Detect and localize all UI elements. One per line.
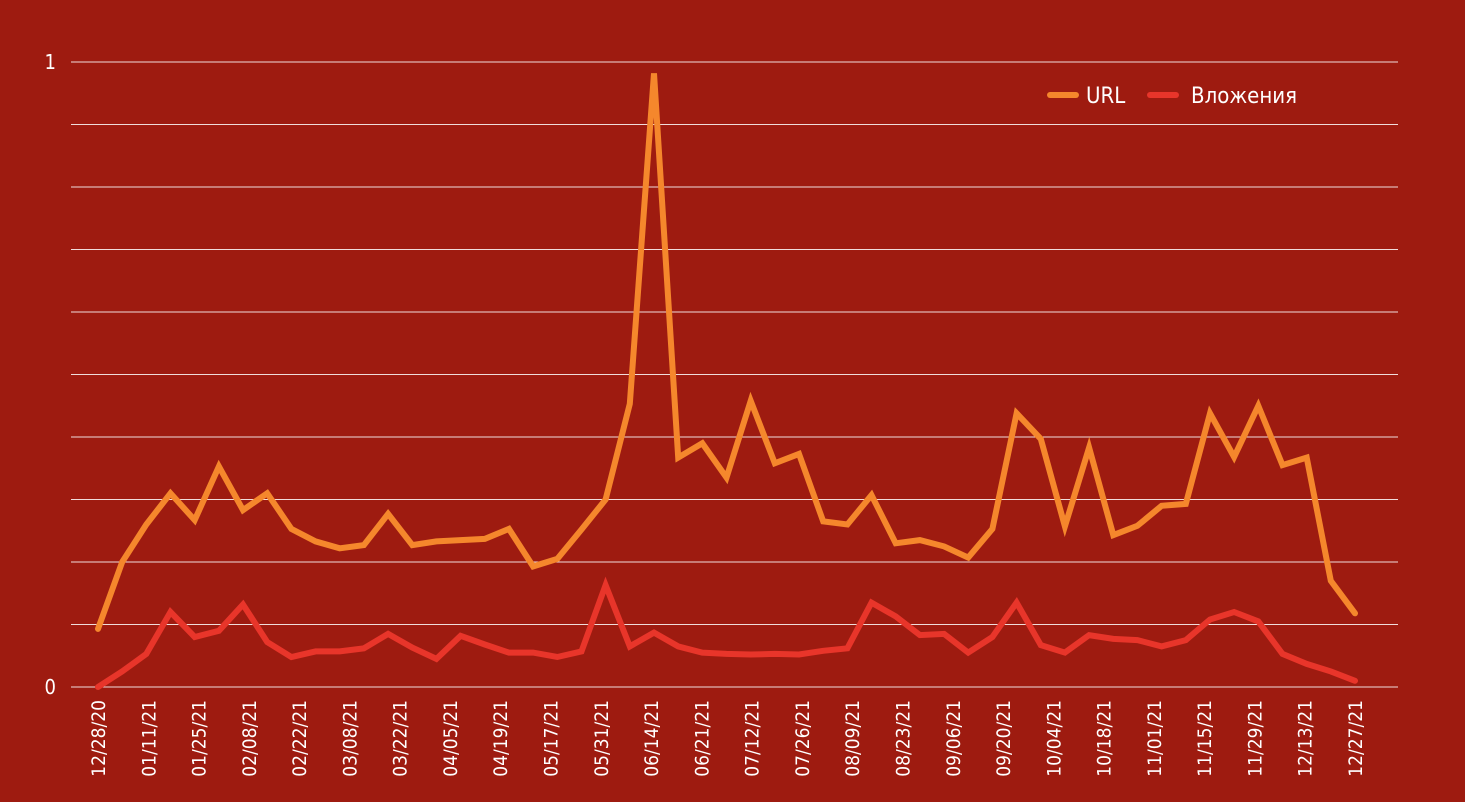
x-tick-label: 05/31/21 (591, 700, 613, 777)
x-tick-label: 11/15/21 (1194, 700, 1216, 777)
x-tick-label: 08/09/21 (842, 700, 864, 777)
x-tick-label: 04/05/21 (440, 700, 462, 777)
x-tick-label: 05/17/21 (541, 700, 563, 777)
x-tick-label: 07/26/21 (792, 700, 814, 777)
x-tick-label: 01/11/21 (138, 700, 160, 777)
x-tick-label: 06/21/21 (691, 700, 713, 777)
x-tick-label: 12/27/21 (1345, 700, 1367, 777)
x-tick-label: 12/13/21 (1295, 700, 1317, 777)
series-layer (95, 73, 1358, 690)
x-tick-label: 10/04/21 (1043, 700, 1065, 777)
x-tick-label: 11/29/21 (1244, 700, 1266, 777)
x-tick-label: 02/22/21 (289, 700, 311, 777)
x-tick-label: 03/08/21 (339, 700, 361, 777)
x-tick-label: 09/20/21 (993, 700, 1015, 777)
x-tick-label: 08/23/21 (892, 700, 914, 777)
x-tick-label: 10/18/21 (1094, 700, 1116, 777)
x-tick-label: 03/22/21 (390, 700, 412, 777)
x-tick-label: 11/01/21 (1144, 700, 1166, 777)
legend: URL Вложения (1047, 84, 1297, 109)
x-tick-label: 02/08/21 (239, 700, 261, 777)
legend-label: URL (1086, 84, 1125, 109)
x-tick-label: 09/06/21 (943, 700, 965, 777)
x-tick-label: 06/14/21 (641, 700, 663, 777)
series-line-url (95, 73, 1358, 632)
x-axis: 12/28/20 01/11/21 01/25/21 02/08/21 02/22/21… (88, 700, 1367, 777)
x-tick-label: 01/25/21 (189, 700, 211, 777)
x-tick-label: 07/12/21 (742, 700, 764, 777)
y-axis: 01 (45, 50, 56, 699)
y-tick-label: 0 (45, 675, 56, 699)
legend-label: Вложения (1191, 84, 1297, 109)
x-tick-label: 04/19/21 (490, 700, 512, 777)
series-line-attachments (95, 576, 1358, 690)
grid (71, 61, 1398, 688)
y-tick-label: 1 (45, 50, 56, 74)
x-tick-label: 12/28/20 (88, 700, 110, 777)
